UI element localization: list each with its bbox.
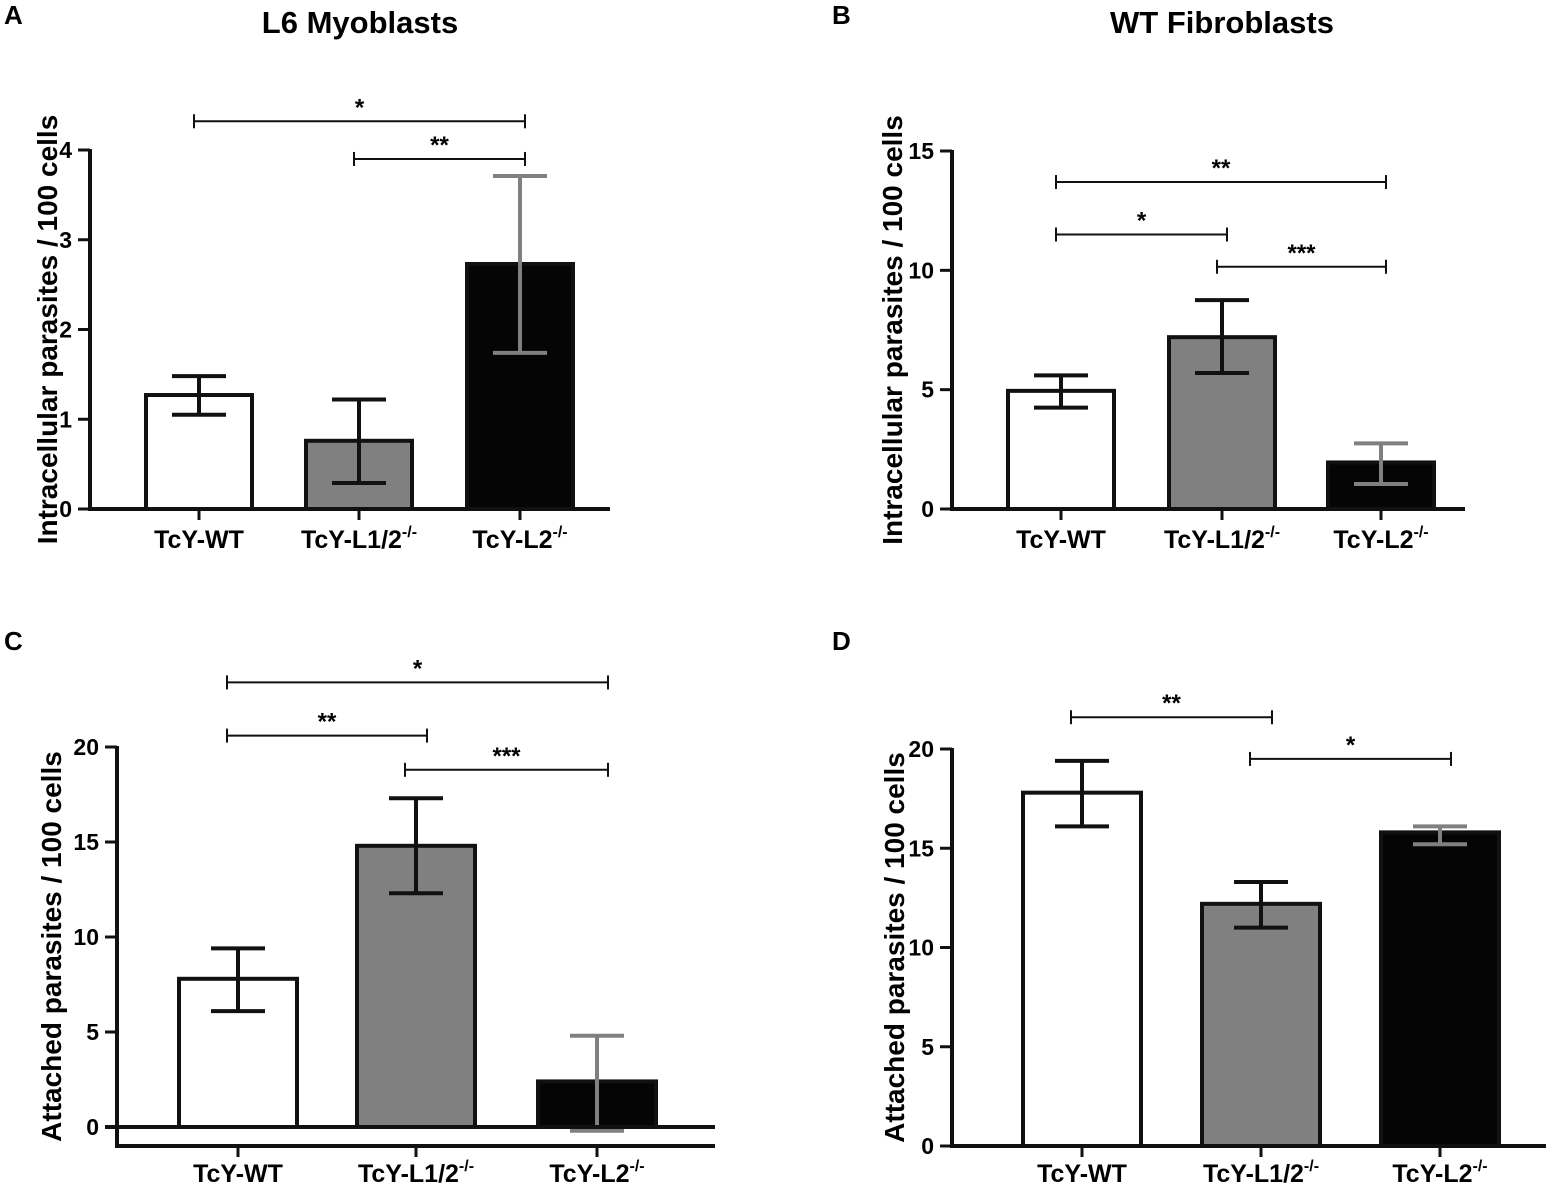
y-tick-label: 10 <box>908 935 934 961</box>
y-tick-label: 5 <box>86 1019 99 1045</box>
y-tick-label: 15 <box>908 138 934 164</box>
panel-label: C <box>4 626 23 656</box>
x-tick-label: TcY-L1/2-/- <box>301 524 417 554</box>
x-tick-label: TcY-L2-/- <box>549 1158 644 1188</box>
significance-label: * <box>1346 732 1356 759</box>
significance-label: ** <box>318 709 337 736</box>
panel-d: D Attached parasites / 100 cells 0 5 10 15 20 T… <box>832 626 1546 1188</box>
y-tick-label: 20 <box>73 734 99 760</box>
y-tick-label: 3 <box>59 227 72 253</box>
x-tick-label: TcY-L1/2-/- <box>1164 524 1280 554</box>
y-tick-label: 0 <box>921 1133 934 1159</box>
y-tick-label: 15 <box>73 829 99 855</box>
x-tick-label: TcY-WT <box>1037 1160 1127 1188</box>
significance-label: * <box>355 94 365 121</box>
panel-a: A L6 Myoblasts Intracellular parasites / 1… <box>4 0 610 554</box>
x-tick-label: TcY-WT <box>193 1160 283 1188</box>
y-tick-label: 0 <box>921 496 934 522</box>
y-tick-label: 0 <box>86 1114 99 1140</box>
bar-1 <box>1021 790 1143 1148</box>
y-tick-label: 5 <box>921 377 934 403</box>
y-axis-label: Intracellular parasites / 100 cells <box>877 115 908 545</box>
significance-label: * <box>413 655 423 682</box>
chart-title: WT Fibroblasts <box>1110 5 1334 40</box>
significance-label: *** <box>492 743 521 770</box>
x-tick-label: TcY-L2-/- <box>472 524 567 554</box>
significance-label: ** <box>1162 690 1181 717</box>
x-tick-label: TcY-L1/2-/- <box>358 1158 474 1188</box>
panel-c: C Attached parasites / 100 cells 0 5 10 15 20 T… <box>4 626 715 1188</box>
y-axis-label: Intracellular parasites / 100 cells <box>32 115 63 545</box>
chart-title: L6 Myoblasts <box>262 5 458 40</box>
y-tick-label: 0 <box>59 496 72 522</box>
panel-label: D <box>832 626 851 656</box>
y-tick-label: 20 <box>908 736 934 762</box>
x-tick-label: TcY-L1/2-/- <box>1203 1158 1319 1188</box>
panel-b: B WT Fibroblasts Intracellular parasites /… <box>832 0 1465 554</box>
y-tick-label: 10 <box>73 924 99 950</box>
panel-label: A <box>4 0 23 30</box>
x-tick-label: TcY-L2-/- <box>1333 524 1428 554</box>
y-tick-label: 4 <box>59 137 72 163</box>
y-tick-label: 1 <box>59 406 72 432</box>
y-axis-label: Attached parasites / 100 cells <box>36 751 67 1142</box>
y-tick-label: 5 <box>921 1034 934 1060</box>
y-axis-label: Attached parasites / 100 cells <box>879 752 910 1143</box>
y-tick-label: 15 <box>908 835 934 861</box>
x-tick-label: TcY-WT <box>1016 526 1106 554</box>
x-tick-label: TcY-L2-/- <box>1392 1158 1487 1188</box>
significance-label: * <box>1137 208 1147 235</box>
x-tick-label: TcY-WT <box>154 526 244 554</box>
bar-2 <box>1200 901 1322 1149</box>
significance-label: ** <box>430 132 449 159</box>
panel-label: B <box>832 0 851 30</box>
bar-3 <box>1379 830 1501 1148</box>
significance-label: ** <box>1212 155 1231 182</box>
y-tick-label: 10 <box>908 257 934 283</box>
significance-label: *** <box>1287 240 1316 267</box>
y-tick-label: 2 <box>59 317 72 343</box>
